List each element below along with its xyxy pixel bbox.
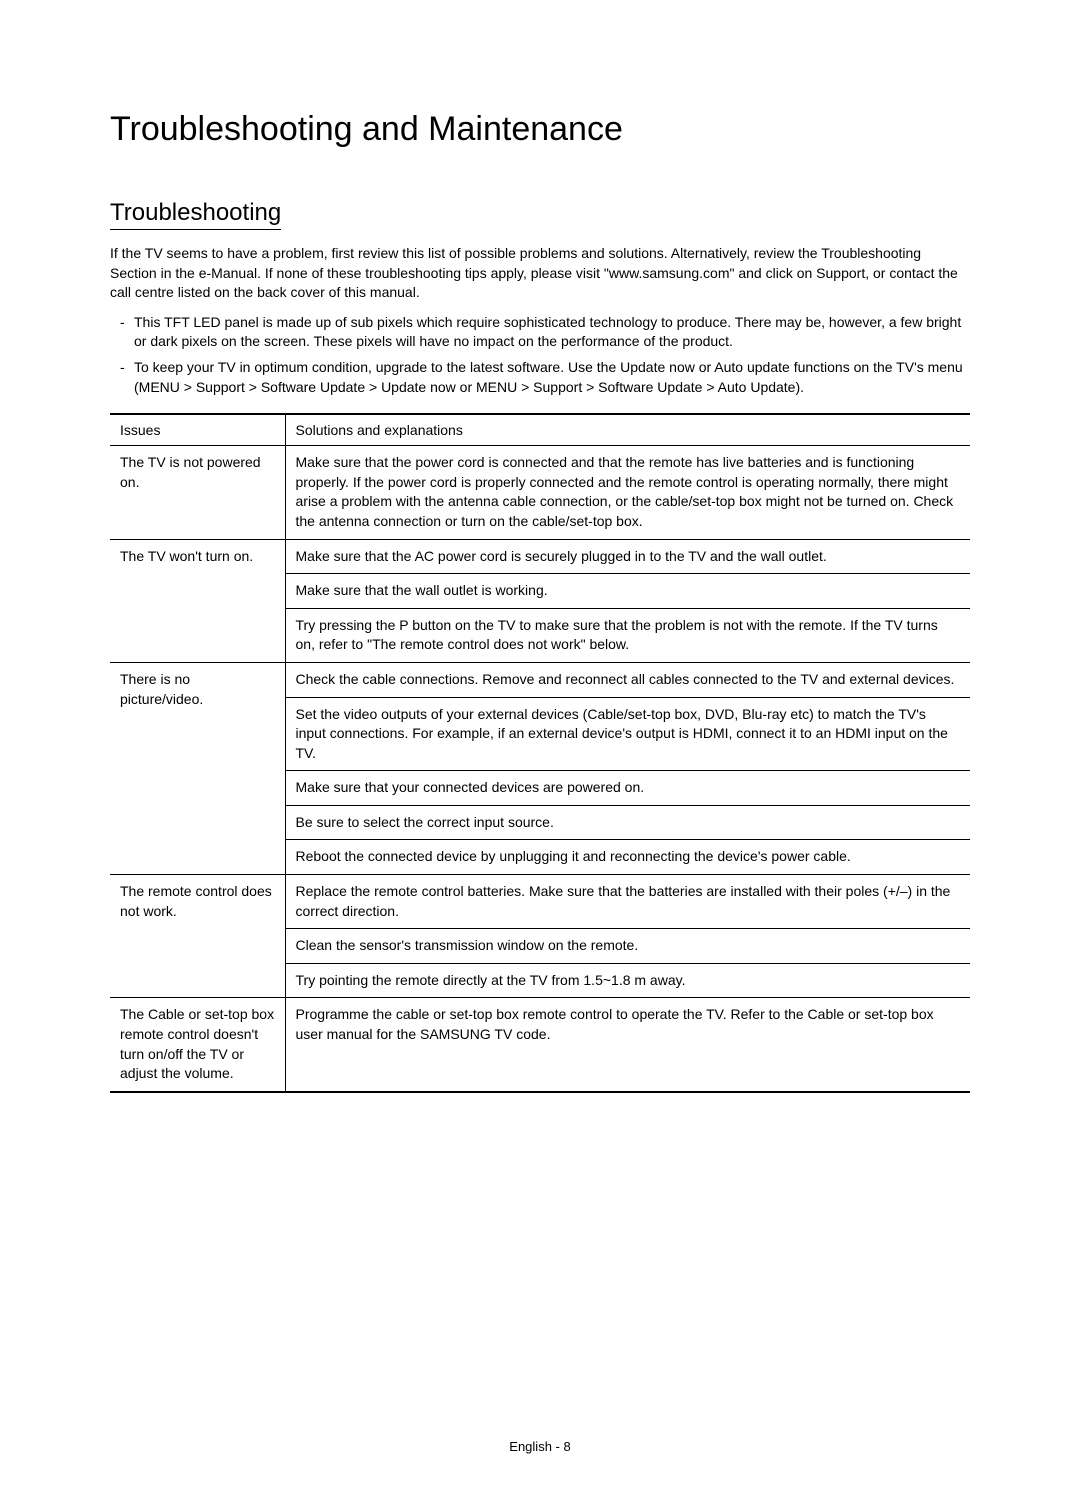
- issue-cell: The TV is not powered on.: [110, 446, 285, 539]
- table-row: The TV is not powered on.Make sure that …: [110, 446, 970, 539]
- solution-cell: Make sure that the power cord is connect…: [285, 446, 970, 539]
- bullet-item: To keep your TV in optimum condition, up…: [110, 358, 970, 397]
- table-header-row: Issues Solutions and explanations: [110, 414, 970, 446]
- solution-cell: Set the video outputs of your external d…: [285, 697, 970, 771]
- troubleshoot-table: Issues Solutions and explanations The TV…: [110, 413, 970, 1093]
- solution-cell: Make sure that the AC power cord is secu…: [285, 539, 970, 574]
- page-footer: English - 8: [0, 1439, 1080, 1454]
- solution-cell: Try pressing the P button on the TV to m…: [285, 608, 970, 662]
- table-row: The Cable or set-top box remote control …: [110, 998, 970, 1092]
- main-title: Troubleshooting and Maintenance: [110, 110, 970, 149]
- solution-cell: Clean the sensor's transmission window o…: [285, 929, 970, 964]
- intro-paragraph: If the TV seems to have a problem, first…: [110, 244, 970, 303]
- issue-cell: The remote control does not work.: [110, 875, 285, 998]
- section-title: Troubleshooting: [110, 199, 281, 230]
- issue-cell: The TV won't turn on.: [110, 539, 285, 662]
- table-row: The TV won't turn on.Make sure that the …: [110, 539, 970, 574]
- solution-cell: Try pointing the remote directly at the …: [285, 963, 970, 998]
- header-solutions: Solutions and explanations: [285, 414, 970, 446]
- header-issues: Issues: [110, 414, 285, 446]
- solution-cell: Check the cable connections. Remove and …: [285, 662, 970, 697]
- solution-cell: Be sure to select the correct input sour…: [285, 805, 970, 840]
- solution-cell: Reboot the connected device by unpluggin…: [285, 840, 970, 875]
- issue-cell: There is no picture/video.: [110, 662, 285, 874]
- table-row: There is no picture/video.Check the cabl…: [110, 662, 970, 697]
- issue-cell: The Cable or set-top box remote control …: [110, 998, 285, 1092]
- table-row: The remote control does not work.Replace…: [110, 875, 970, 929]
- bullet-list: This TFT LED panel is made up of sub pix…: [110, 313, 970, 397]
- solution-cell: Programme the cable or set-top box remot…: [285, 998, 970, 1092]
- bullet-item: This TFT LED panel is made up of sub pix…: [110, 313, 970, 352]
- solution-cell: Replace the remote control batteries. Ma…: [285, 875, 970, 929]
- solution-cell: Make sure that your connected devices ar…: [285, 771, 970, 806]
- solution-cell: Make sure that the wall outlet is workin…: [285, 574, 970, 609]
